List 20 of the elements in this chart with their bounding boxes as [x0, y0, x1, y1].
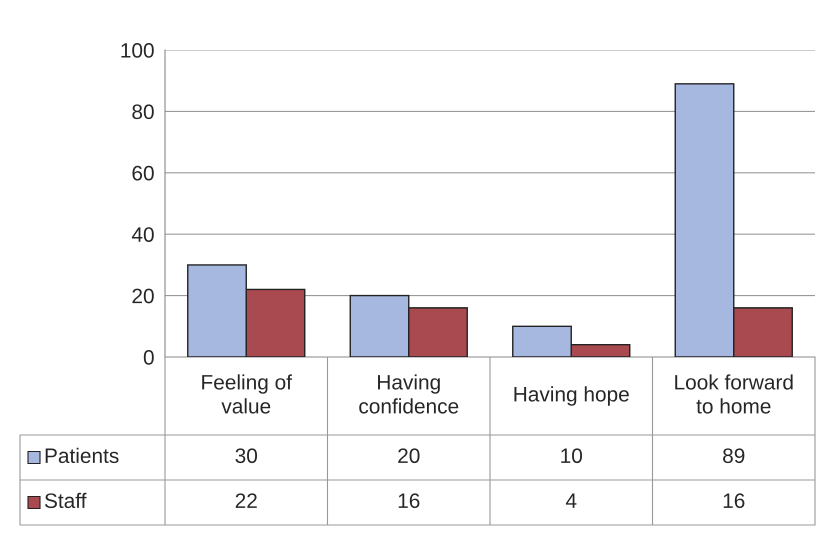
x-tick-label: Feeling of value: [202, 374, 292, 414]
legend-label: Patients: [46, 448, 119, 464]
y-tick-label: 40: [132, 227, 154, 242]
legend-label: Staff: [44, 492, 87, 508]
data-label: 22: [236, 493, 257, 508]
x-tick-label: Look forward to home: [675, 374, 793, 414]
y-tick-label: 20: [132, 288, 154, 304]
y-tick-label: 80: [132, 104, 154, 120]
y-tick-label: 0: [144, 350, 154, 365]
data-label: 16: [398, 493, 420, 508]
y-tick-label: 100: [121, 43, 154, 58]
data-label: 30: [235, 448, 258, 464]
x-tick-label: Having hope: [514, 386, 629, 406]
data-label: 89: [723, 448, 744, 464]
data-label: 10: [561, 448, 582, 464]
y-tick-label: 60: [132, 166, 154, 181]
data-label: 20: [398, 448, 420, 464]
data-label: 16: [724, 493, 744, 508]
data-label: 4: [566, 494, 576, 508]
x-tick-label: Having confidence: [359, 374, 458, 414]
